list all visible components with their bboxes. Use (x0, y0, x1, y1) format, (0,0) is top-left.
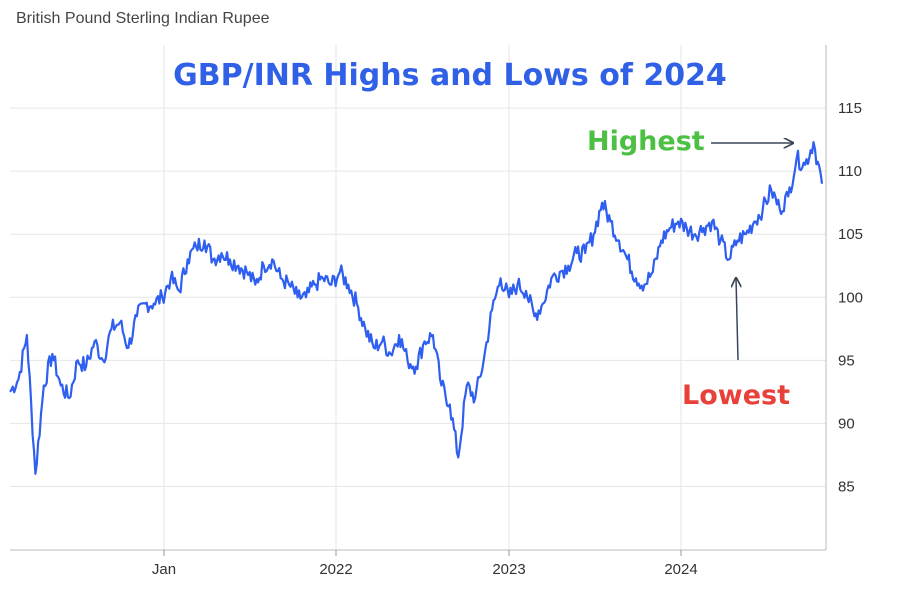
annotation-lowest: Lowest (682, 380, 790, 411)
annotation-highest: Highest (587, 126, 705, 157)
x-axis-ticks: Jan 2022 2023 2024 (152, 550, 698, 578)
y-tick-label: 100 (838, 289, 863, 306)
y-tick-label: 115 (838, 100, 862, 117)
x-tick-label: 2023 (492, 561, 525, 578)
y-tick-label: 105 (838, 226, 863, 243)
x-tick-label: 2024 (664, 561, 697, 578)
y-tick-label: 110 (838, 163, 862, 180)
chart-title: GBP/INR Highs and Lows of 2024 (173, 58, 727, 93)
x-tick-label: 2022 (319, 561, 352, 578)
arrow-lowest (736, 278, 738, 361)
series (9, 141, 824, 475)
y-tick-label: 85 (838, 478, 855, 495)
y-axis-ticks: 85 90 95 100 105 110 115 (838, 100, 863, 495)
y-tick-label: 95 (838, 352, 855, 369)
x-tick-label: Jan (152, 561, 176, 578)
series-line-gbp-inr (9, 141, 824, 475)
grid-lines (10, 45, 826, 550)
chart-subtitle: British Pound Sterling Indian Rupee (16, 10, 270, 27)
y-tick-label: 90 (838, 415, 855, 432)
axes (10, 45, 827, 551)
annotation-arrows (711, 143, 793, 361)
